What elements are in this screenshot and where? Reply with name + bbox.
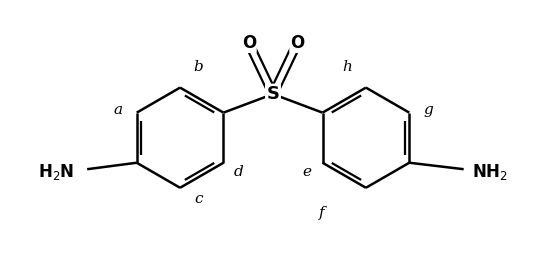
Text: O: O: [290, 34, 304, 52]
Text: c: c: [194, 192, 203, 206]
Text: H$_2$N: H$_2$N: [38, 163, 75, 183]
Text: NH$_2$: NH$_2$: [472, 163, 507, 183]
Text: O: O: [242, 34, 256, 52]
Text: S: S: [266, 85, 280, 103]
Text: f: f: [319, 206, 324, 220]
Text: g: g: [423, 103, 433, 117]
Text: a: a: [114, 103, 122, 117]
Text: b: b: [194, 60, 204, 74]
Text: d: d: [234, 165, 244, 179]
Text: e: e: [302, 165, 311, 179]
Text: h: h: [342, 60, 352, 74]
